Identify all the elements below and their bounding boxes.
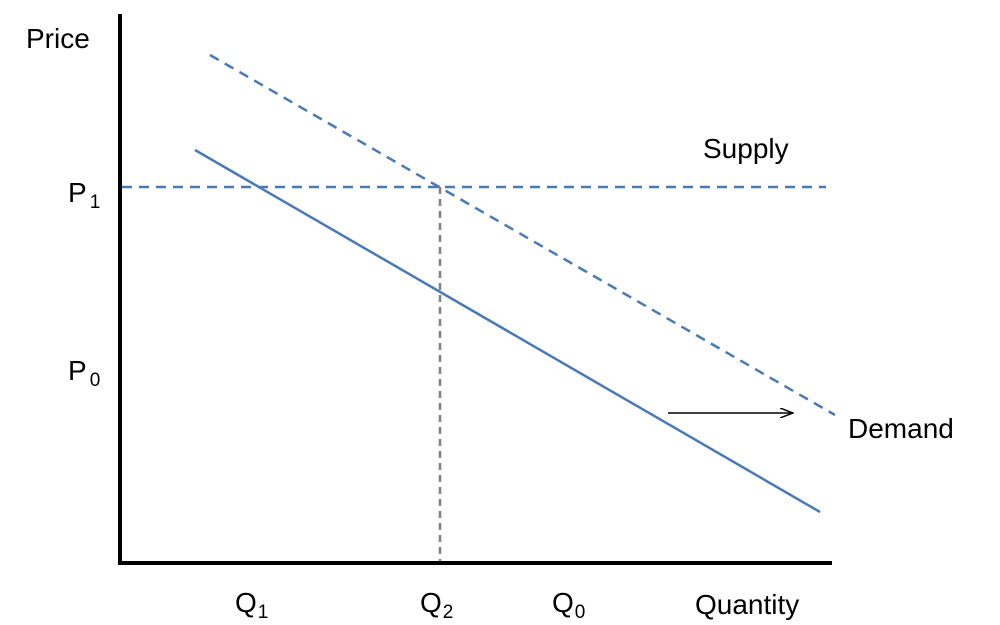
quantity-subscript: 2 — [443, 602, 454, 623]
price-letter: P — [68, 355, 87, 386]
demand-label: Demand — [848, 413, 954, 444]
quantity-letter: Q — [235, 587, 257, 618]
quantity-label: Q0 — [552, 587, 585, 623]
quantity-letter: Q — [552, 587, 574, 618]
demand-shifted-line — [209, 53, 836, 417]
quantity-label: Q1 — [235, 587, 268, 623]
price-subscript: 0 — [90, 370, 101, 391]
quantity-subscript: 1 — [258, 602, 269, 623]
supply-label: Supply — [703, 133, 789, 164]
quantity-label: Q2 — [420, 587, 453, 623]
quantity-letter: Q — [420, 587, 442, 618]
price-subscript: 1 — [90, 192, 101, 213]
x-axis-label: Quantity — [695, 589, 799, 620]
y-axis-label: Price — [26, 23, 90, 54]
demand-line — [194, 148, 821, 514]
quantity-subscript: 0 — [575, 602, 586, 623]
price-letter: P — [68, 177, 87, 208]
